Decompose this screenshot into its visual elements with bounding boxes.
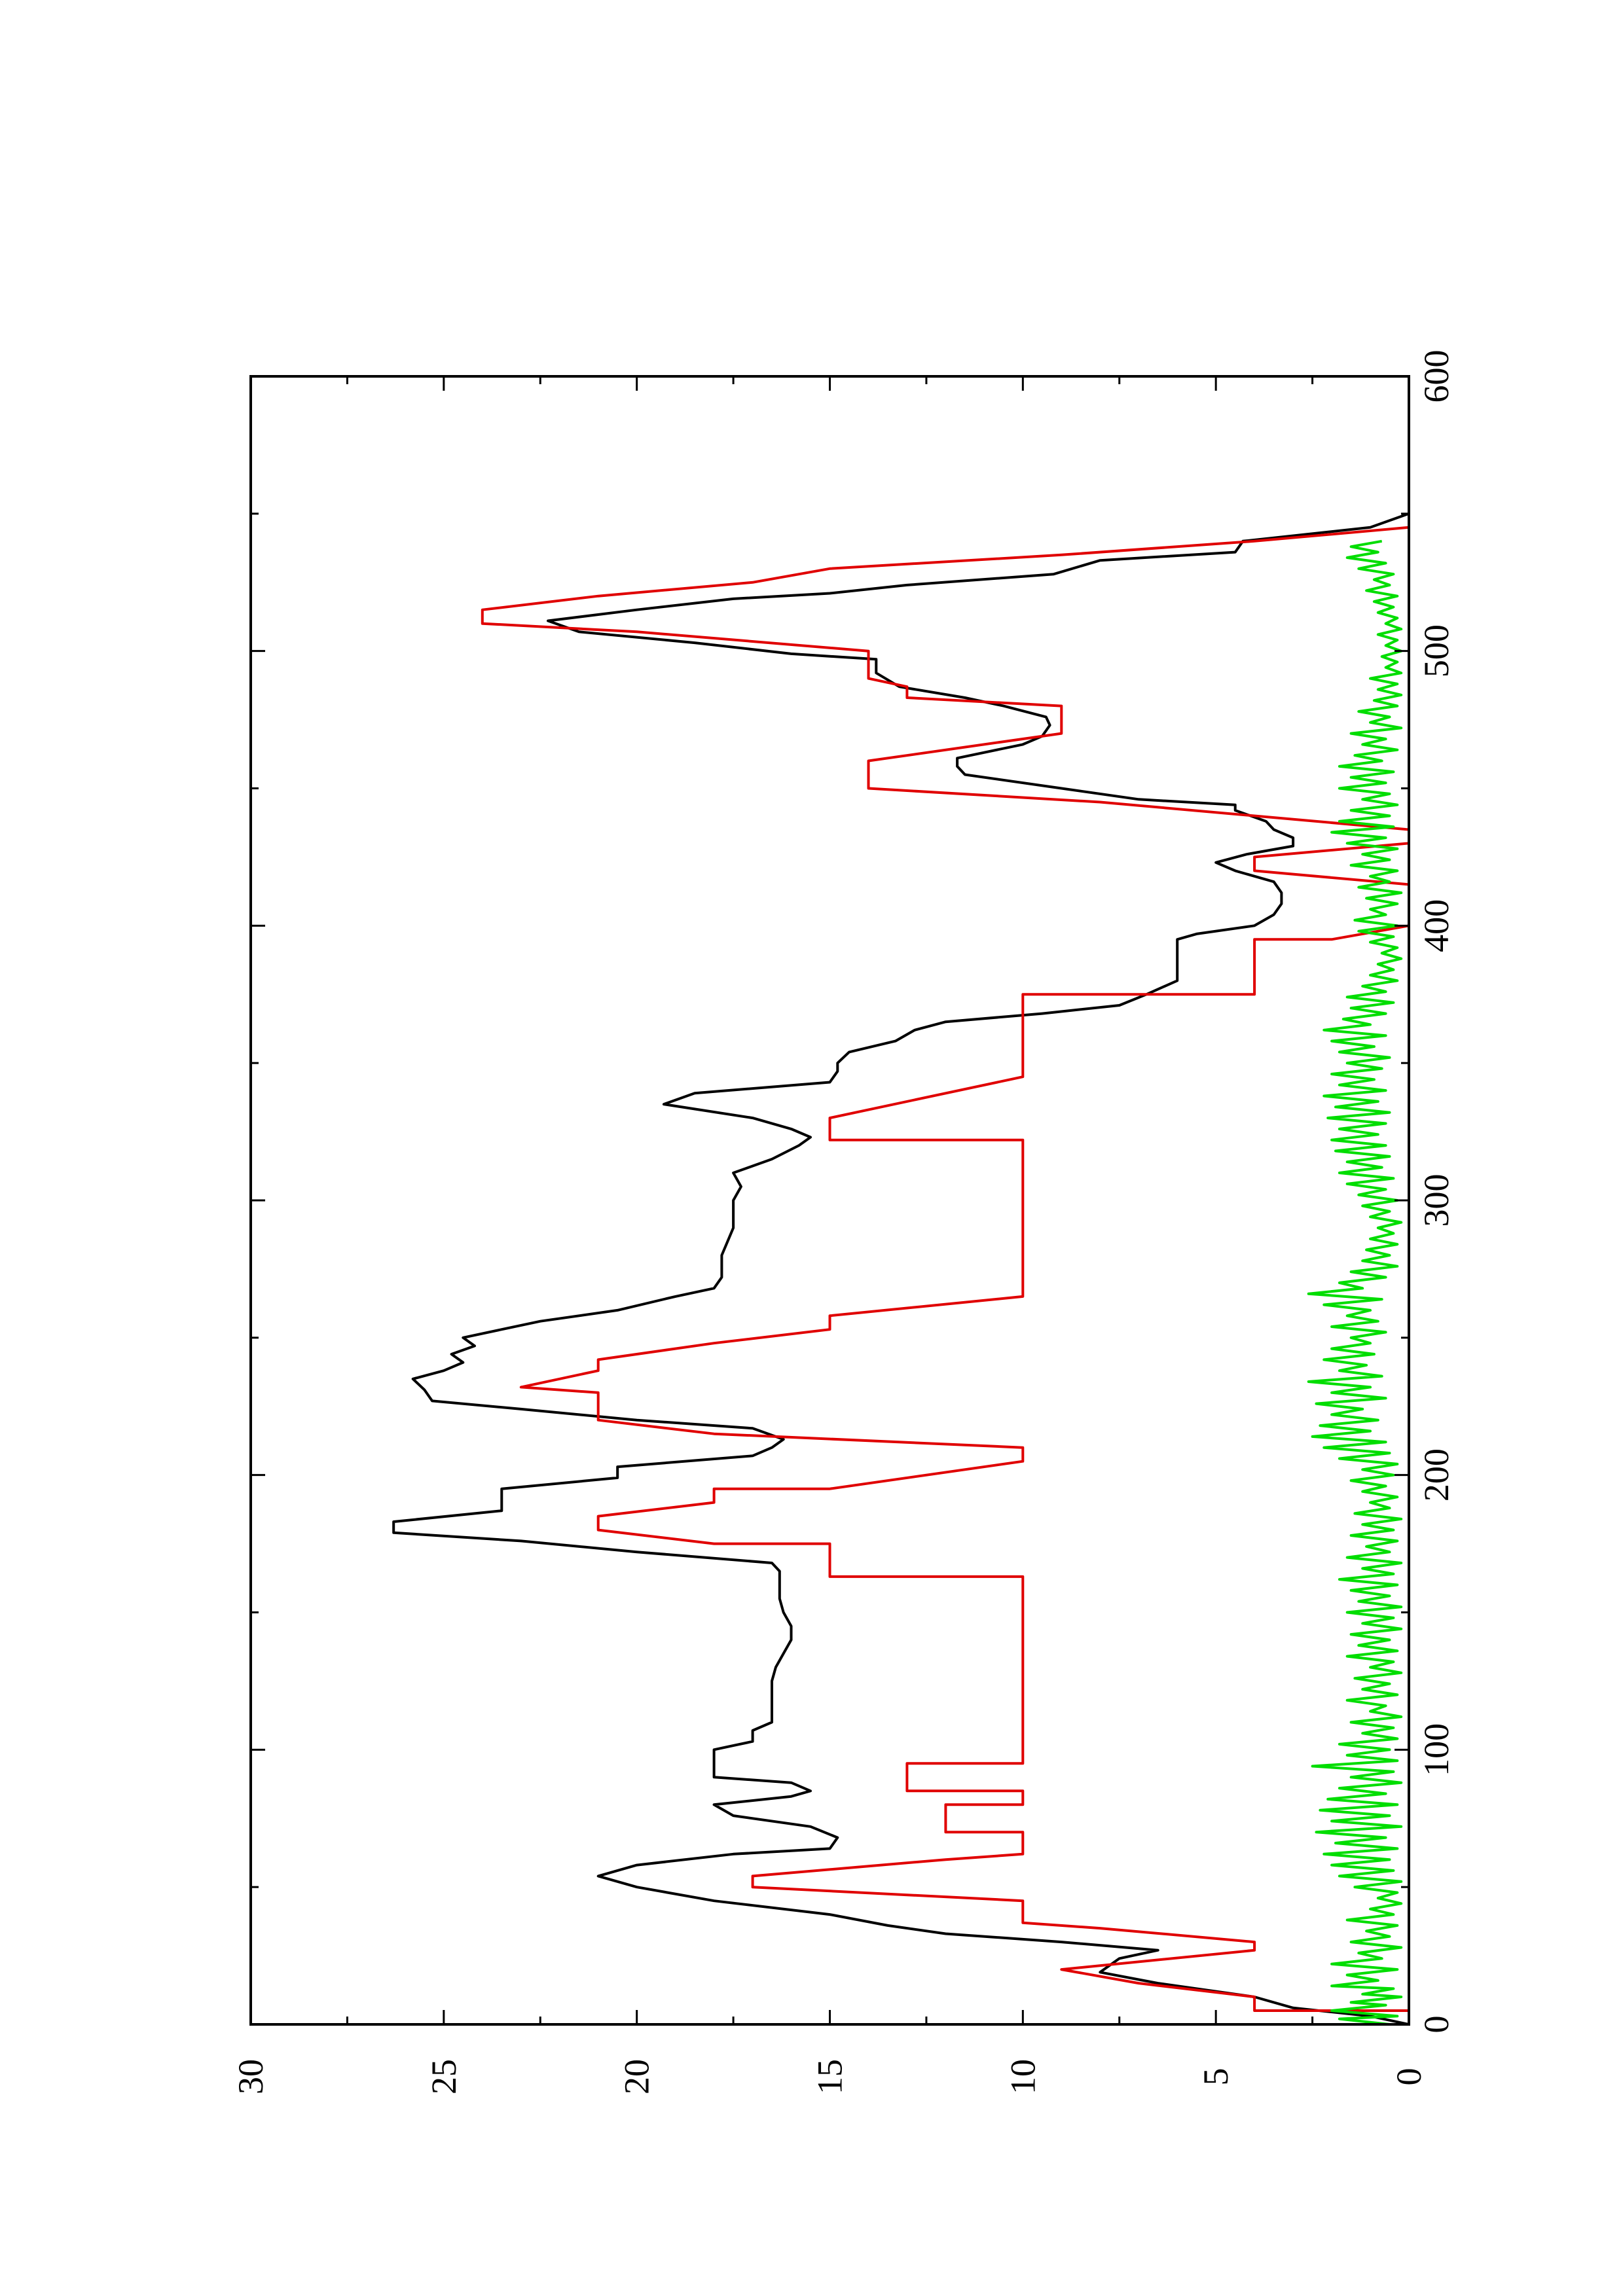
y-tick-label: 30 xyxy=(231,2059,270,2094)
x-tick-label: 100 xyxy=(1417,1723,1456,1776)
y-tick-label: 0 xyxy=(1389,2068,1429,2086)
x-tick-label: 600 xyxy=(1417,350,1456,403)
y-tick-label: 20 xyxy=(617,2059,657,2094)
series-line-1 xyxy=(392,512,1409,2024)
x-tick-label: 500 xyxy=(1417,624,1456,677)
series-line-3 xyxy=(1307,539,1403,2024)
x-tick-label: 200 xyxy=(1417,1448,1456,1501)
axes-layer: 0 100 200 300 400 500 600 0 5 10 15 20 25 30 xyxy=(231,350,1456,2095)
y-tick-label: 10 xyxy=(1003,2059,1042,2094)
y-tick-label: 25 xyxy=(424,2059,464,2094)
x-tick-label: 0 xyxy=(1417,2016,1456,2034)
x-tick-label: 300 xyxy=(1417,1174,1456,1227)
x-tick-label: 400 xyxy=(1417,899,1456,952)
series-layer xyxy=(392,512,1409,2024)
y-tick-label: 15 xyxy=(811,2059,850,2094)
series-line-2 xyxy=(481,526,1409,2024)
y-tick-label: 5 xyxy=(1196,2068,1235,2086)
plot-frame xyxy=(249,375,1410,2026)
